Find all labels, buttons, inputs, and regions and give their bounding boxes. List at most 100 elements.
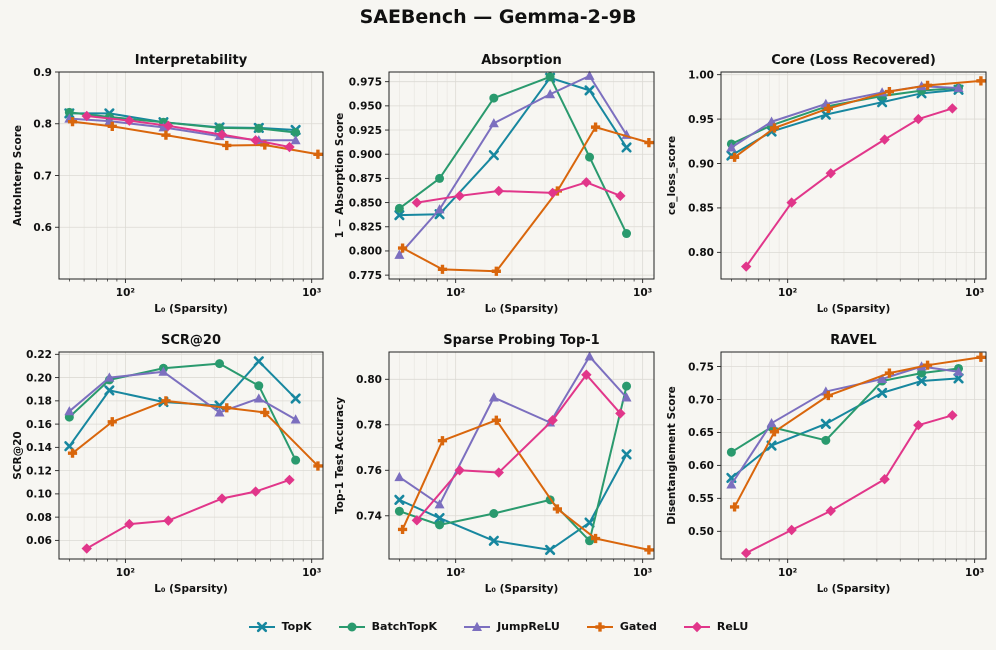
y-tick-label: 0.875 (349, 173, 382, 185)
series-line-jumprelu (398, 355, 628, 506)
point-batchtopk (489, 93, 499, 103)
point-batchtopk (917, 368, 927, 378)
y-tick-label: 0.78 (356, 420, 382, 432)
point-relu (216, 493, 228, 504)
point-gated (67, 448, 78, 458)
point-jumprelu (434, 499, 445, 509)
x-axis-label: L₀ (Sparsity) (485, 303, 559, 315)
y-tick-label: 0.20 (26, 372, 52, 384)
plot-area (59, 352, 323, 559)
point-relu (947, 410, 958, 421)
legend-marker (691, 621, 703, 632)
point-jumprelu (621, 392, 632, 402)
y-tick-label: 0.80 (356, 374, 382, 386)
point-batchtopk (394, 506, 404, 516)
legend: TopK BatchTopK JumpReLU Gated ReLU (0, 620, 996, 633)
series-line-relu (416, 373, 622, 521)
series-line-batchtopk (68, 362, 297, 461)
y-axis-label: AutoInterp Score (12, 125, 24, 226)
y-axis-label: 1 − Absorption Score (334, 113, 346, 238)
point-gated (976, 76, 986, 86)
point-topk (488, 150, 499, 161)
point-jumprelu (290, 414, 301, 424)
x-tick-label: 10² (116, 567, 136, 579)
series-line-gated (401, 419, 650, 551)
series-line-gated (733, 356, 982, 508)
point-jumprelu (584, 70, 595, 80)
point-topk (877, 387, 888, 398)
point-batchtopk (821, 435, 831, 445)
point-gated (260, 407, 270, 418)
point-gated (437, 436, 448, 446)
point-gated (437, 264, 448, 274)
point-relu (124, 518, 135, 530)
point-gated (161, 396, 171, 406)
point-relu (124, 115, 135, 126)
legend-marker (472, 621, 483, 631)
point-jumprelu (214, 407, 225, 417)
point-relu (615, 190, 626, 202)
point-gated (313, 461, 323, 471)
series-line-relu (745, 107, 953, 268)
point-relu (411, 515, 423, 526)
point-topk (916, 375, 927, 387)
point-relu (250, 486, 261, 497)
y-tick-label: 0.14 (26, 442, 52, 454)
point-relu (825, 505, 836, 517)
point-relu (284, 474, 295, 486)
point-relu (786, 197, 797, 208)
point-relu (913, 419, 924, 431)
panel-interpretability: 10² 10³ 0.6 0.7 0.8 0.9 Interpretability L₀ (Sp… (12, 53, 324, 315)
point-relu (581, 177, 592, 188)
panel-core-loss-recovered: 10² 10³ 0.80 0.85 0.90 0.95 1.00 Core (Loss Rec… (666, 53, 987, 315)
x-axis-label: L₀ (Sparsity) (154, 303, 228, 315)
y-axis-label: ce_loss_score (666, 136, 678, 215)
point-gated (397, 524, 408, 535)
point-jumprelu (488, 118, 499, 128)
panel-title: Interpretability (135, 53, 248, 68)
point-batchtopk (215, 359, 225, 369)
point-batchtopk (489, 509, 499, 519)
point-relu (740, 547, 752, 559)
plot-frame (720, 71, 987, 280)
point-topk (584, 517, 595, 528)
y-tick-label: 0.16 (26, 419, 52, 431)
point-jumprelu (434, 204, 445, 214)
point-gated (313, 149, 323, 159)
figure-title: SAEBench — Gemma-2-9B (359, 6, 637, 28)
x-axis-label: L₀ (Sparsity) (485, 583, 559, 595)
point-gated (397, 243, 408, 253)
y-tick-label: 0.70 (688, 394, 714, 406)
point-jumprelu (104, 372, 115, 382)
point-gated (769, 427, 780, 437)
panel-title: Absorption (481, 53, 562, 68)
plot-area (389, 72, 654, 279)
y-tick-label: 0.65 (688, 427, 714, 439)
x-axis-label: L₀ (Sparsity) (817, 303, 891, 315)
point-topk (394, 210, 405, 221)
point-topk (488, 535, 499, 546)
point-topk (253, 356, 264, 367)
point-relu (547, 415, 558, 426)
y-axis-label: Disentanglement Score (666, 386, 678, 525)
point-relu (913, 113, 924, 125)
panel-title: SCR@20 (161, 333, 221, 348)
legend-item-jumprelu: JumpReLU (463, 620, 560, 633)
point-jumprelu (158, 122, 169, 132)
y-tick-label: 0.800 (349, 246, 382, 258)
x-tick-label: 10² (778, 287, 798, 299)
point-jumprelu (253, 393, 264, 403)
panel-scr-20: 10² 10³ 0.06 0.08 0.10 0.12 0.14 0.16 0.18 0.20 0.… (12, 333, 324, 595)
point-relu (825, 168, 836, 179)
legend-label: Gated (619, 620, 657, 633)
point-relu (615, 408, 626, 419)
panel-sparse-probing-top-1: 10² 10³ 0.74 0.76 0.78 0.80 Sparse Probing Top… (334, 333, 655, 595)
point-topk (621, 449, 632, 460)
point-jumprelu (158, 366, 169, 376)
y-tick-label: 0.75 (688, 361, 714, 373)
legend-swatch (464, 621, 491, 631)
point-relu (81, 110, 92, 122)
point-jumprelu (545, 89, 556, 99)
legend-marker (595, 621, 605, 632)
legend-label: JumpReLU (497, 620, 560, 633)
